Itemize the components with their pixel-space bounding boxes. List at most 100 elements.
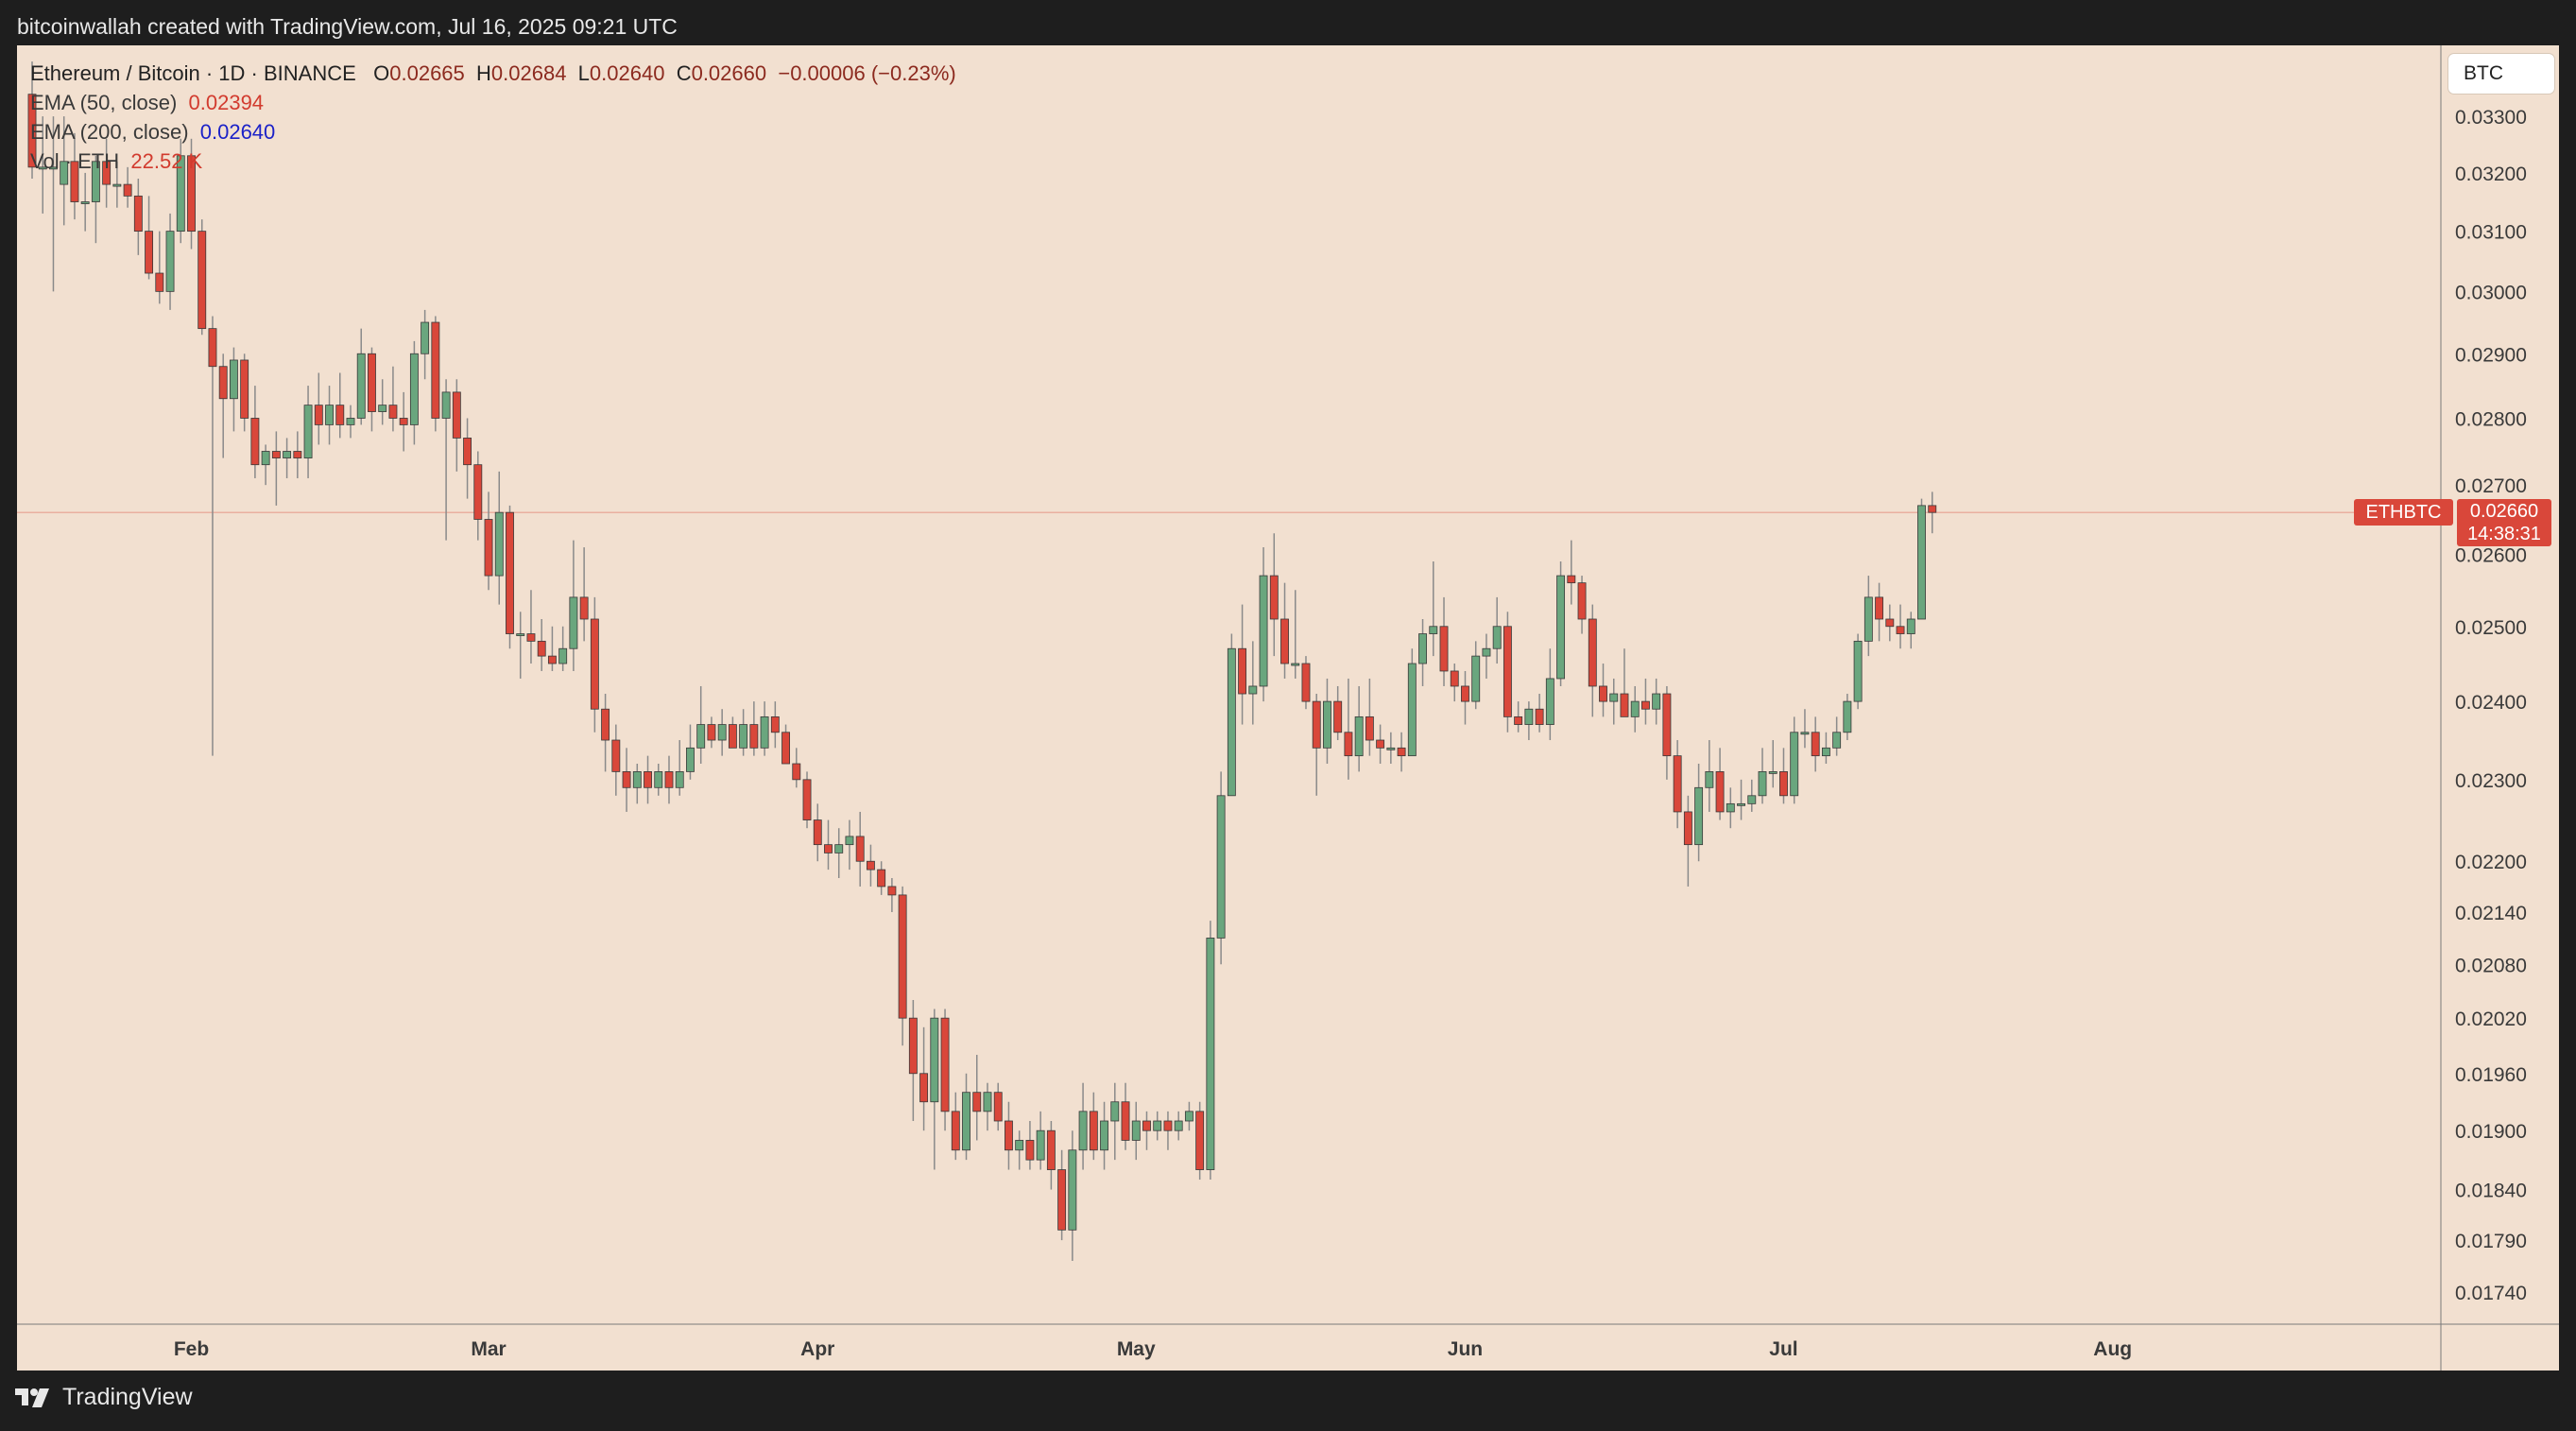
candle[interactable] [431,316,440,432]
candle[interactable] [1737,779,1745,820]
candle[interactable] [1652,678,1661,725]
candle[interactable] [165,213,175,310]
candle[interactable] [1153,1111,1162,1141]
candle[interactable] [834,828,844,878]
candle[interactable] [983,1082,992,1131]
candle[interactable] [1121,1082,1130,1150]
candle[interactable] [855,811,865,887]
candle[interactable] [1195,1101,1205,1181]
candle[interactable] [1323,678,1331,765]
candle[interactable] [1726,787,1735,829]
candle[interactable] [1843,694,1852,741]
candle[interactable] [1524,701,1534,741]
candle[interactable] [1556,561,1566,686]
candle[interactable] [1599,664,1607,717]
candle[interactable] [283,438,292,478]
candle[interactable] [1015,1130,1024,1170]
candle[interactable] [1439,596,1449,686]
candle[interactable] [102,138,112,208]
candle[interactable] [1800,709,1810,749]
candle[interactable] [346,405,355,439]
candle[interactable] [1206,921,1215,1181]
candle[interactable] [622,748,631,812]
candle[interactable] [1662,685,1672,780]
candle[interactable] [303,386,313,478]
candle[interactable] [314,372,323,445]
candle[interactable] [1609,678,1619,725]
candle[interactable] [1312,694,1321,796]
candle[interactable] [1248,641,1258,725]
candle[interactable] [1471,641,1481,710]
candle[interactable] [1397,732,1406,772]
candle[interactable] [1036,1111,1045,1170]
candle[interactable] [240,353,249,432]
candle[interactable] [1068,1130,1077,1261]
candle[interactable] [356,328,366,425]
candle[interactable] [1429,561,1438,657]
candle[interactable] [60,116,69,226]
candle[interactable] [1131,1101,1141,1161]
candle[interactable] [696,685,706,765]
candle[interactable] [1863,576,1873,657]
candle[interactable] [962,1073,970,1161]
candle[interactable] [1853,633,1863,710]
candle[interactable] [1269,533,1279,657]
candle[interactable] [547,626,557,671]
candle[interactable] [378,379,387,425]
candle[interactable] [1386,732,1396,765]
candle[interactable] [1461,670,1469,725]
candle[interactable] [1588,604,1597,717]
candle[interactable] [770,701,780,749]
candle[interactable] [919,1026,929,1131]
candle[interactable] [1376,724,1385,765]
candle[interactable] [1238,604,1247,725]
candle[interactable] [601,694,610,772]
candle[interactable] [1779,748,1788,804]
candle[interactable] [1418,618,1427,686]
candle[interactable] [1832,716,1842,756]
legend-ema50-row[interactable]: EMA (50, close) 0.02394 [30,88,956,117]
candle[interactable] [1259,547,1268,702]
candle[interactable] [760,701,769,756]
candle[interactable] [1620,648,1629,717]
candle[interactable] [1567,540,1576,605]
candle[interactable] [1906,612,1915,649]
candle[interactable] [218,353,228,458]
candle[interactable] [1344,678,1353,780]
candle[interactable] [368,347,376,432]
candle[interactable] [1482,633,1491,679]
candle[interactable] [739,709,748,756]
candle[interactable] [197,219,207,336]
candle[interactable] [1790,716,1799,804]
legend-volume-row[interactable]: Vol · ETH 22.52 K [30,147,956,176]
candle[interactable] [632,764,642,804]
candle[interactable] [1492,596,1502,664]
candle[interactable] [91,155,100,244]
candle[interactable] [1301,656,1311,710]
candle[interactable] [70,132,79,220]
candle[interactable] [1142,1111,1151,1150]
candle[interactable] [749,701,759,756]
candle[interactable] [951,1092,960,1161]
candle[interactable] [1545,648,1554,741]
candle[interactable] [271,431,281,506]
candle[interactable] [728,716,737,749]
tradingview-brand[interactable]: TradingView [15,1384,193,1411]
candle[interactable] [1885,604,1895,642]
candle[interactable] [187,138,196,250]
candle[interactable] [866,844,875,887]
candle[interactable] [463,418,472,499]
candle[interactable] [590,596,599,733]
candle[interactable] [993,1082,1003,1131]
candle[interactable] [1821,732,1830,765]
candle[interactable] [1227,633,1236,797]
candle[interactable] [484,491,493,591]
candle[interactable] [229,347,238,432]
candle[interactable] [112,161,122,208]
chart-frame[interactable]: 0.03300 0.03200 0.03100 0.03000 0.02900 0.028… [17,45,2559,1371]
candle[interactable] [208,316,217,756]
candle[interactable] [1163,1111,1173,1150]
candle[interactable] [781,724,790,765]
candle[interactable] [1100,1101,1108,1170]
candle[interactable] [1875,582,1884,642]
